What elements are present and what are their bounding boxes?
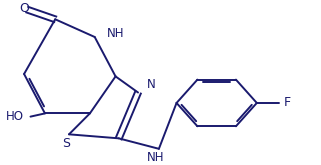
Text: S: S bbox=[62, 137, 70, 150]
Text: F: F bbox=[284, 97, 291, 109]
Text: NH: NH bbox=[107, 27, 124, 40]
Text: N: N bbox=[146, 78, 155, 91]
Text: HO: HO bbox=[5, 110, 23, 123]
Text: NH: NH bbox=[147, 151, 164, 164]
Text: O: O bbox=[19, 1, 29, 15]
